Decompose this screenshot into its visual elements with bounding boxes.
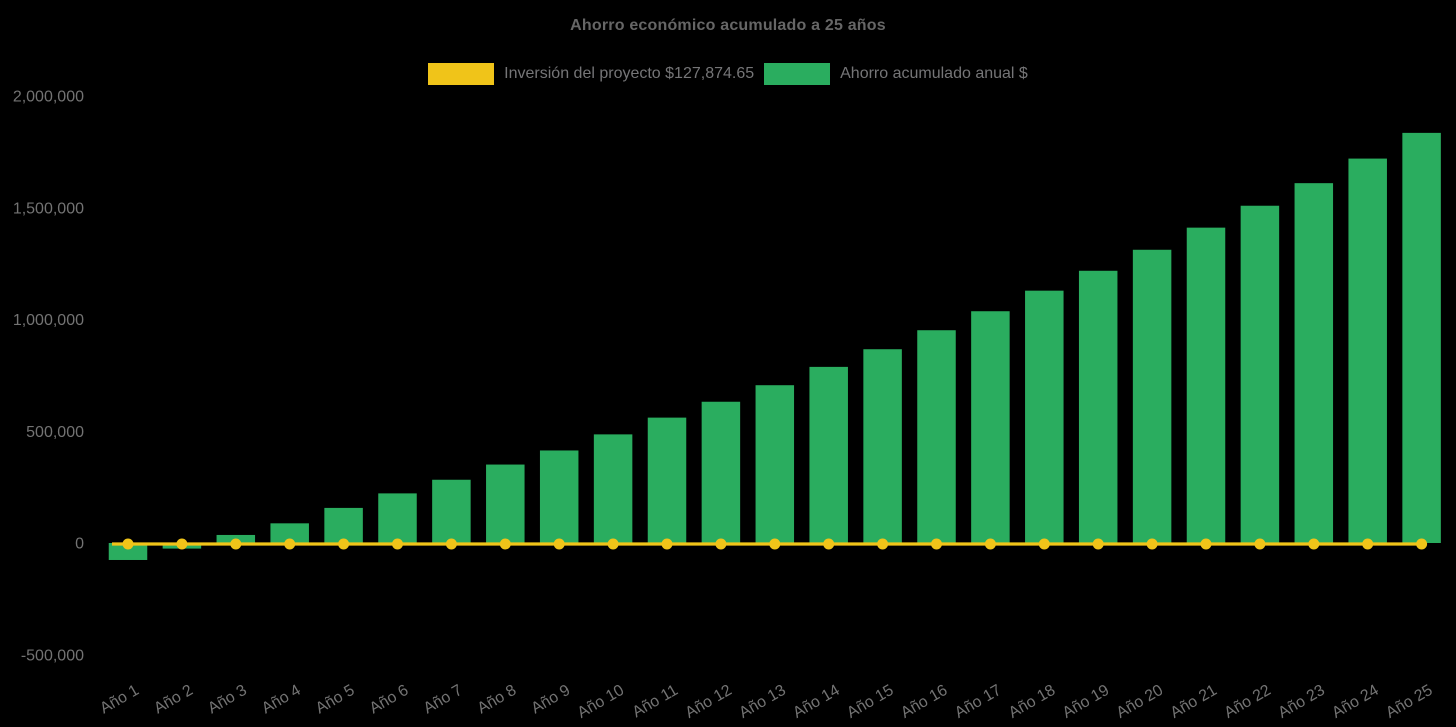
x-axis-label-1: Año 1 — [97, 682, 142, 718]
investment-point-25 — [1416, 538, 1428, 550]
x-axis-label-18: Año 18 — [1006, 682, 1059, 722]
chart-legend: Inversión del proyecto $127,874.65 Ahorr… — [0, 63, 1456, 85]
y-axis-tick-label: 500,000 — [26, 424, 84, 441]
investment-point-20 — [1146, 538, 1158, 550]
x-axis-label-9: Año 9 — [528, 682, 573, 718]
investment-point-3 — [230, 538, 242, 550]
bar-año-8 — [486, 464, 525, 543]
bar-año-7 — [432, 479, 471, 543]
investment-point-15 — [877, 538, 889, 550]
x-axis-label-14: Año 14 — [790, 682, 843, 722]
x-axis-label-15: Año 15 — [844, 682, 897, 722]
bar-año-9 — [539, 450, 579, 543]
bar-año-17 — [971, 311, 1010, 543]
bar-año-11 — [647, 417, 687, 543]
bar-año-10 — [593, 434, 633, 543]
bar-año-23 — [1294, 183, 1334, 544]
legend-label-ahorro: Ahorro acumulado anual $ — [840, 65, 1028, 82]
bar-año-25 — [1402, 132, 1441, 543]
x-axis-label-4: Año 4 — [259, 682, 304, 718]
x-axis-label-12: Año 12 — [682, 682, 735, 722]
investment-point-23 — [1308, 538, 1320, 550]
bar-año-5 — [324, 507, 363, 543]
investment-point-13 — [769, 538, 781, 550]
y-axis-tick-label: 2,000,000 — [13, 89, 84, 106]
legend-item-inversion[interactable]: Inversión del proyecto $127,874.65 — [428, 63, 754, 85]
x-axis-label-8: Año 8 — [475, 682, 520, 718]
y-axis-tick-label: 0 — [75, 536, 84, 553]
x-axis-label-25: Año 25 — [1383, 682, 1436, 722]
x-axis-label-7: Año 7 — [421, 682, 466, 718]
x-axis-label-21: Año 21 — [1168, 682, 1221, 722]
x-axis-label-19: Año 19 — [1060, 682, 1113, 722]
x-axis-label-5: Año 5 — [313, 682, 358, 718]
bar-año-21 — [1186, 227, 1226, 544]
x-axis-label-24: Año 24 — [1329, 682, 1382, 722]
investment-point-1 — [122, 538, 134, 550]
x-axis-label-22: Año 22 — [1221, 682, 1274, 722]
investment-point-17 — [984, 538, 996, 550]
investment-point-10 — [607, 538, 619, 550]
investment-point-12 — [715, 538, 727, 550]
x-axis-label-20: Año 20 — [1114, 682, 1167, 722]
x-axis-label-2: Año 2 — [151, 682, 196, 718]
investment-point-19 — [1092, 538, 1104, 550]
bar-año-14 — [809, 366, 848, 543]
investment-point-6 — [392, 538, 403, 550]
bar-año-6 — [378, 493, 417, 543]
y-axis-tick-label: -500,000 — [21, 647, 84, 664]
x-axis-label-10: Año 10 — [575, 682, 628, 722]
x-axis-label-3: Año 3 — [205, 682, 250, 718]
investment-point-7 — [445, 538, 457, 550]
bar-año-22 — [1240, 205, 1280, 543]
x-axis-label-6: Año 6 — [367, 682, 412, 718]
investment-point-4 — [284, 538, 296, 550]
bar-año-18 — [1025, 290, 1064, 543]
y-axis-tick-label: 1,000,000 — [13, 312, 84, 329]
bar-año-13 — [755, 385, 795, 543]
investment-point-2 — [176, 538, 188, 550]
legend-swatch-inversion-icon — [428, 63, 495, 85]
investment-point-22 — [1254, 538, 1266, 550]
bar-año-4 — [270, 523, 309, 543]
investment-point-16 — [931, 538, 942, 550]
bar-año-16 — [917, 330, 956, 543]
bar-año-24 — [1348, 158, 1387, 543]
investment-point-21 — [1200, 538, 1212, 550]
x-axis-label-11: Año 11 — [630, 682, 681, 722]
bar-año-12 — [701, 401, 741, 543]
x-axis-label-17: Año 17 — [952, 682, 1005, 722]
x-axis-label-23: Año 23 — [1275, 682, 1328, 722]
investment-point-14 — [823, 538, 835, 550]
chart-title: Ahorro económico acumulado a 25 años — [570, 17, 886, 34]
x-axis-label-16: Año 16 — [898, 682, 951, 722]
investment-point-18 — [1038, 538, 1050, 550]
investment-point-24 — [1362, 538, 1374, 550]
investment-point-5 — [338, 538, 350, 550]
investment-point-9 — [553, 538, 565, 550]
legend-swatch-ahorro-icon — [764, 63, 831, 85]
y-axis-tick-label: 1,500,000 — [13, 200, 84, 217]
x-axis-label-13: Año 13 — [736, 682, 789, 722]
investment-point-11 — [661, 538, 673, 550]
bar-año-1 — [108, 543, 148, 560]
bar-año-20 — [1132, 249, 1172, 543]
bar-año-19 — [1078, 270, 1118, 543]
legend-item-ahorro[interactable]: Ahorro acumulado anual $ — [764, 63, 1028, 85]
investment-point-8 — [499, 538, 511, 550]
legend-label-inversion: Inversión del proyecto $127,874.65 — [504, 65, 755, 82]
bar-año-15 — [863, 349, 902, 543]
